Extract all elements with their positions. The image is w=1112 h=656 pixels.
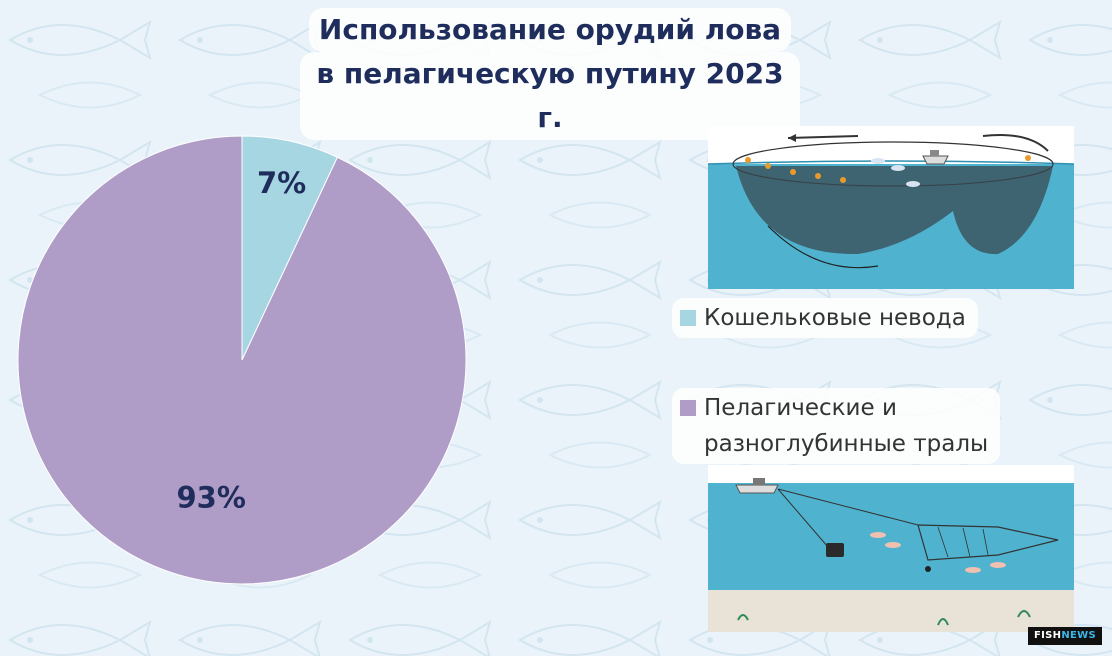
legend-item-purse-seine: Кошельковые невода xyxy=(672,298,978,338)
legend-label-trawls-line1: Пелагические и xyxy=(704,395,897,421)
pie-label-trawls: 93% xyxy=(177,481,246,515)
purse-seine-illustration xyxy=(708,126,1074,289)
pie-label-purse-seine: 7% xyxy=(257,166,306,200)
pie-chart: 7% 93% xyxy=(17,135,467,585)
legend-swatch-purse-seine xyxy=(680,310,696,326)
legend-swatch-trawls xyxy=(680,400,696,416)
title-line-1: Использование орудий лова xyxy=(308,8,792,52)
legend-item-trawls: Пелагические и разноглубинные тралы xyxy=(672,388,1001,464)
legend-label-trawls-line2: разноглубинные тралы xyxy=(704,431,989,457)
trawl-illustration xyxy=(708,465,1074,632)
chart-title: Использование орудий лова в пелагическую… xyxy=(300,8,800,140)
legend-label-purse-seine: Кошельковые невода xyxy=(704,305,966,331)
fishnews-logo: FISHNEWS xyxy=(1028,627,1102,645)
pie-slice-trawls xyxy=(17,135,467,585)
title-line-2: в пелагическую путину 2023 г. xyxy=(300,52,800,140)
